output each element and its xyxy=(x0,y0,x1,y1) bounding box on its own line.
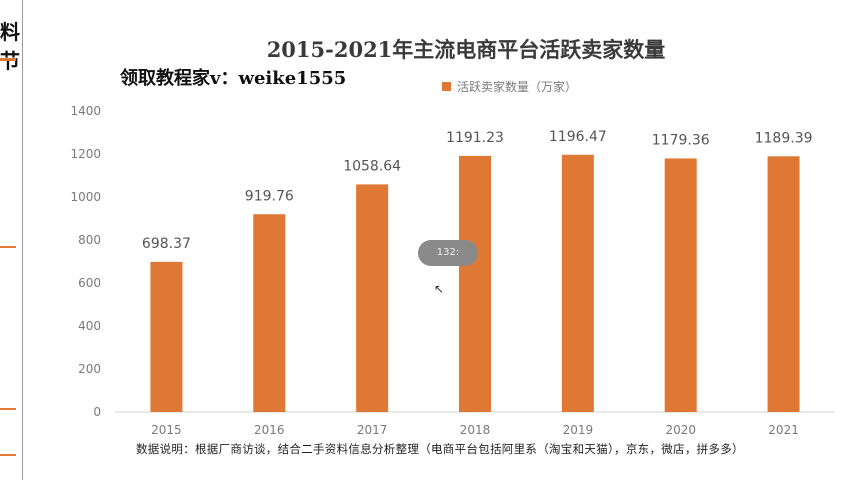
x-tick-label: 2019 xyxy=(563,423,594,437)
data-label: 1189.39 xyxy=(755,130,813,146)
bar xyxy=(356,184,389,412)
chart-legend: 活跃卖家数量（万家） xyxy=(442,78,577,95)
bar xyxy=(253,214,286,412)
strip-marker xyxy=(0,58,16,61)
y-tick-label: 800 xyxy=(78,233,101,247)
bar xyxy=(767,156,800,412)
legend-swatch xyxy=(442,82,451,91)
bar xyxy=(664,158,697,412)
hover-tooltip: 132: xyxy=(418,240,478,266)
bar xyxy=(150,261,183,412)
watermark-text: 领取教程家v：weike1555 xyxy=(120,68,347,89)
footnote: 数据说明：根据厂商访谈，结合二手资料信息分析整理（电商平台包括阿里系（淘宝和天猫… xyxy=(136,442,744,456)
data-label: 919.76 xyxy=(245,188,294,204)
data-label: 1058.64 xyxy=(343,158,401,174)
cursor-icon: ↖ xyxy=(434,282,445,296)
y-tick-label: 1400 xyxy=(70,104,101,118)
x-tick-label: 2018 xyxy=(460,423,491,437)
strip-marker xyxy=(0,454,16,456)
y-tick-label: 1200 xyxy=(70,147,101,161)
x-tick-label: 2015 xyxy=(151,423,182,437)
y-tick-label: 0 xyxy=(93,405,101,419)
data-label: 1179.36 xyxy=(652,132,710,148)
y-tick-label: 200 xyxy=(78,362,101,376)
y-tick-label: 1000 xyxy=(70,190,101,204)
data-label: 1191.23 xyxy=(446,130,504,146)
bar xyxy=(459,155,491,412)
side-panel-strip: 料节 xyxy=(0,0,23,480)
data-label: 698.37 xyxy=(142,236,191,252)
y-tick-label: 600 xyxy=(78,276,101,290)
x-tick-label: 2016 xyxy=(254,423,285,437)
strip-marker xyxy=(0,246,16,248)
y-tick-label: 400 xyxy=(78,319,101,333)
data-label: 1196.47 xyxy=(549,129,607,145)
legend-label: 活跃卖家数量（万家） xyxy=(457,80,578,94)
x-tick-label: 2017 xyxy=(357,423,388,437)
bar xyxy=(561,154,594,412)
side-panel-text: 料节 xyxy=(0,20,20,73)
x-tick-label: 2021 xyxy=(768,423,799,437)
strip-marker xyxy=(0,408,16,410)
x-tick-label: 2020 xyxy=(665,423,696,437)
chart-title: 2015-2021年主流电商平台活跃卖家数量 xyxy=(266,37,666,62)
